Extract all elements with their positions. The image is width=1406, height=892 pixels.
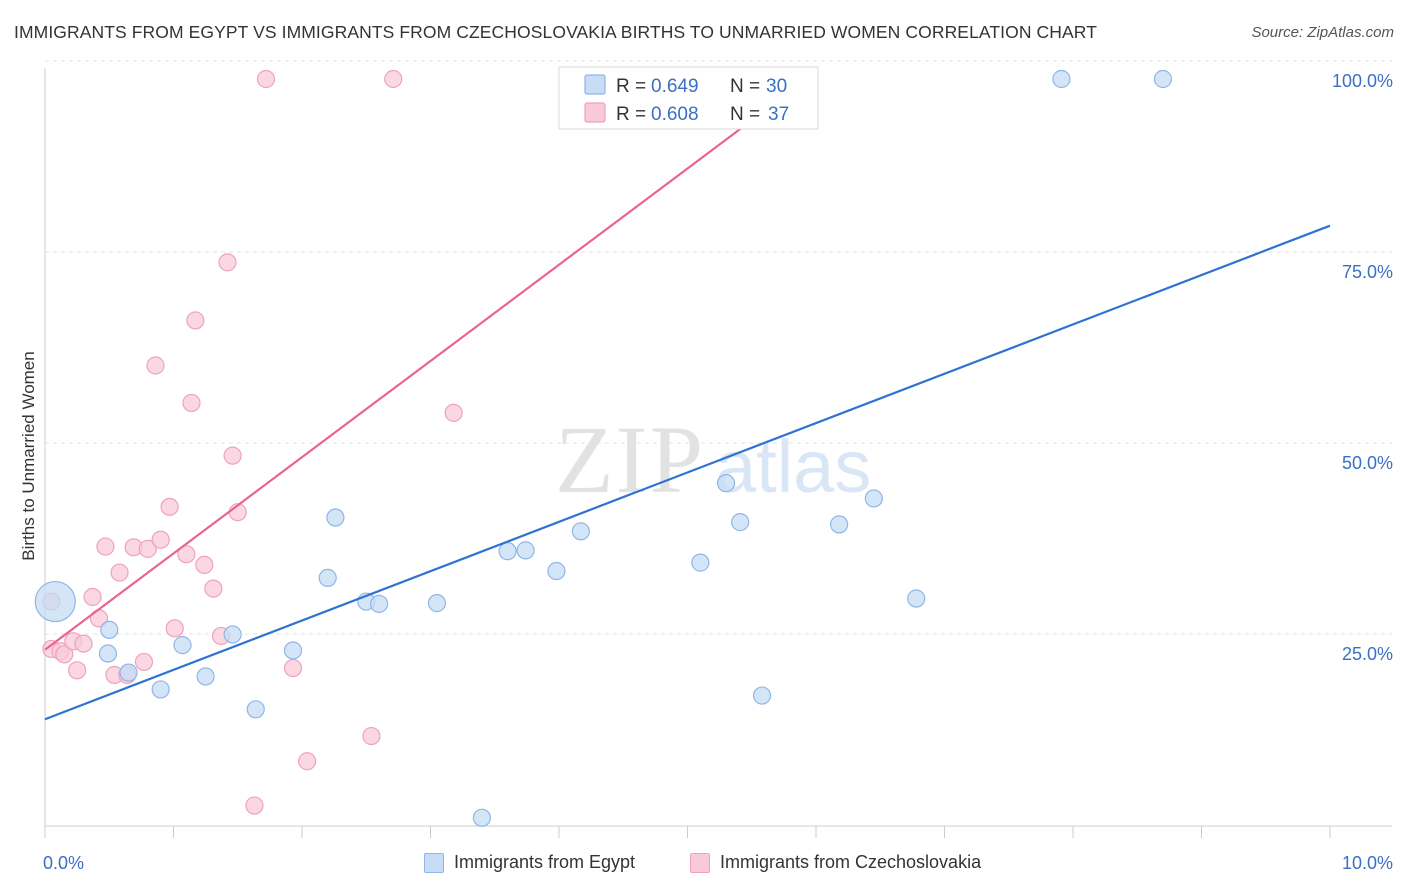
point-egypt-11: [326, 508, 345, 527]
legend-swatch-egypt: [584, 74, 606, 95]
point-egypt-25: [864, 489, 883, 508]
point-egypt-20: [691, 553, 710, 572]
bottom-legend-label-czechoslovakia: Immigrants from Czechoslovakia: [720, 852, 982, 872]
point-czechoslovakia-18: [160, 497, 179, 516]
point-czechoslovakia-34: [384, 69, 403, 89]
point-egypt-7: [223, 625, 242, 644]
point-czechoslovakia-26: [218, 253, 237, 272]
point-egypt-1: [100, 620, 119, 639]
point-czechoslovakia-20: [177, 545, 196, 564]
bottom-legend-swatch-czechoslovakia: [690, 852, 710, 873]
legend-r-value-egypt: 0.649: [651, 76, 699, 97]
x-tick-label-0: 0.0%: [43, 853, 84, 873]
x-tick-label-1: 10.0%: [1342, 853, 1393, 873]
point-czechoslovakia-19: [165, 619, 184, 638]
point-czechoslovakia-29: [245, 796, 264, 815]
point-egypt-15: [472, 808, 491, 827]
axes: [44, 68, 1392, 838]
point-czechoslovakia-14: [134, 652, 154, 672]
legend-n-value-czechoslovakia: 37: [768, 104, 789, 125]
point-czechoslovakia-3: [55, 645, 74, 664]
point-egypt-4: [151, 680, 170, 699]
point-egypt-13: [370, 594, 389, 613]
point-czechoslovakia-24: [204, 579, 223, 598]
point-czechoslovakia-9: [96, 537, 115, 556]
point-czechoslovakia-30: [256, 69, 276, 89]
point-egypt-19: [571, 522, 590, 541]
y-tick-label-2: 75.0%: [1342, 262, 1393, 282]
y-tick-label-0: 25.0%: [1342, 644, 1393, 664]
point-egypt-6: [196, 667, 215, 686]
y-axis-title: Births to Unmarried Women: [19, 351, 38, 560]
trend-lines: [44, 78, 1331, 721]
point-egypt-9: [283, 641, 303, 660]
bottom-legend-label-egypt: Immigrants from Egypt: [454, 852, 636, 872]
point-czechoslovakia-11: [110, 563, 129, 582]
watermark: ZIP atlas: [555, 406, 871, 513]
point-egypt-24: [830, 515, 849, 534]
legend-r-label-czechoslovakia: R =: [616, 104, 651, 125]
legend-swatch-czechoslovakia: [584, 102, 606, 123]
point-czechoslovakia-5: [68, 661, 87, 680]
point-egypt-2: [98, 644, 118, 663]
point-czechoslovakia-22: [186, 311, 205, 330]
point-czechoslovakia-17: [151, 530, 170, 549]
legend-n-label-egypt: N =: [730, 76, 765, 97]
point-egypt-10: [318, 568, 337, 587]
legend-r-value-czechoslovakia: 0.608: [651, 104, 699, 125]
legend-r-label-egypt: R =: [616, 76, 651, 97]
point-egypt-8: [246, 700, 265, 719]
point-czechoslovakia-21: [182, 393, 201, 413]
point-egypt-18: [547, 561, 566, 581]
trend-line-egypt: [44, 224, 1331, 721]
bottom-legend-item-egypt: Immigrants from Egypt: [424, 852, 635, 873]
point-czechoslovakia-32: [298, 752, 317, 771]
point-egypt-23: [752, 686, 772, 705]
point-czechoslovakia-23: [195, 555, 214, 575]
chart-source: Source: ZipAtlas.com: [1251, 24, 1394, 41]
bottom-legend-item-czechoslovakia: Immigrants from Czechoslovakia: [690, 852, 981, 873]
chart-title: IMMIGRANTS FROM EGYPT VS IMMIGRANTS FROM…: [14, 22, 1098, 42]
point-egypt-26: [907, 589, 926, 608]
point-egypt-22: [731, 513, 750, 532]
watermark-atlas: atlas: [715, 425, 871, 508]
gridlines: [45, 60, 1392, 635]
legend-n-value-egypt: 30: [766, 76, 787, 97]
point-czechoslovakia-33: [362, 726, 381, 746]
y-tick-label-3: 100.0%: [1332, 71, 1393, 91]
point-czechoslovakia-27: [223, 446, 242, 465]
point-czechoslovakia-31: [283, 658, 303, 678]
point-egypt-27: [1052, 69, 1071, 89]
point-egypt-17: [516, 541, 535, 560]
point-czechoslovakia-7: [83, 587, 102, 607]
legend-box: R = 0.649 N = 30 R = 0.608 N = 37: [558, 66, 819, 130]
point-egypt-3: [119, 663, 138, 682]
legend-n-label-czechoslovakia: N =: [730, 104, 765, 125]
point-egypt-28: [1153, 69, 1173, 89]
point-egypt-5: [173, 636, 192, 655]
trend-line-czechoslovakia: [44, 78, 808, 651]
watermark-zip: ZIP: [555, 406, 705, 513]
point-egypt-0: [34, 580, 76, 623]
point-egypt-14: [427, 594, 447, 613]
point-czechoslovakia-16: [146, 356, 165, 375]
tick-labels: 25.0% 50.0% 75.0% 100.0% 0.0% 10.0%: [43, 71, 1393, 873]
data-points: [34, 69, 1173, 827]
bottom-legend-swatch-egypt: [424, 852, 444, 873]
point-czechoslovakia-35: [444, 403, 463, 422]
point-egypt-16: [498, 542, 517, 561]
y-tick-label-1: 50.0%: [1342, 453, 1393, 473]
point-egypt-21: [716, 474, 736, 493]
bottom-legend: Immigrants from Egypt Immigrants from Cz…: [0, 850, 1406, 880]
point-czechoslovakia-15: [138, 539, 157, 558]
point-czechoslovakia-6: [74, 634, 93, 653]
